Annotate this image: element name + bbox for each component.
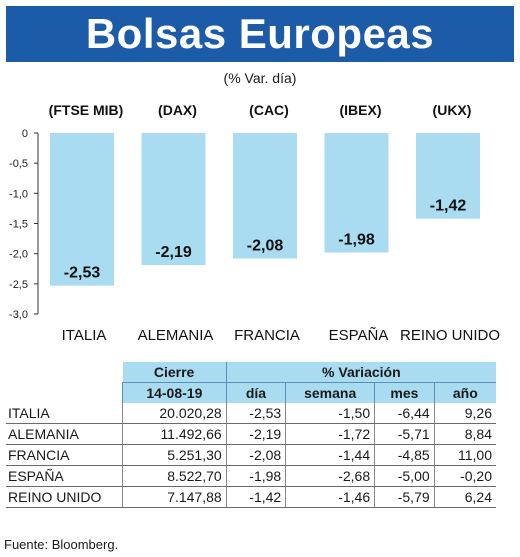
row-ano: 9,26 (433, 403, 496, 424)
index-label: (CAC) (249, 102, 289, 118)
row-semana: -1,72 (285, 423, 375, 445)
page-title: Bolsas Europeas (85, 10, 435, 57)
value-label: -2,53 (64, 265, 101, 282)
value-label: -1,98 (338, 231, 375, 248)
row-semana: -1,44 (285, 444, 375, 466)
table-row: ESPAÑA 8.522,70 -1,98 -2,68 -5,00 -0,20 (6, 465, 496, 487)
table-row: REINO UNIDO 7.147,88 -1,42 -1,46 -5,79 6… (6, 486, 496, 508)
table-corner (6, 362, 123, 383)
source-note: Fuente: Bloomberg. (4, 537, 119, 552)
row-name: FRANCIA (6, 444, 123, 466)
variacion-header: % Variación (225, 362, 496, 383)
row-cierre: 11.492,66 (122, 423, 227, 445)
row-mes: -5,00 (374, 465, 435, 487)
index-label: (IBEX) (340, 102, 382, 118)
row-dia: -1,42 (225, 486, 286, 508)
row-cierre: 5.251,30 (122, 444, 227, 466)
col-dia: día (225, 382, 286, 403)
row-ano: -0,20 (433, 465, 496, 487)
index-label: (UKX) (433, 102, 472, 118)
row-name: REINO UNIDO (6, 486, 123, 508)
closing-table: Cierre % Variación 14-08-19 día semana m… (6, 362, 496, 508)
bar (416, 133, 480, 219)
category-label: ITALIA (62, 327, 107, 344)
category-label: REINO UNIDO (400, 327, 500, 344)
row-cierre: 7.147,88 (122, 486, 227, 508)
chart-subtitle: (% Var. día) (223, 70, 297, 86)
table-corner-2 (6, 382, 123, 403)
row-cierre: 20.020,28 (122, 403, 227, 424)
bar (50, 133, 114, 286)
col-semana: semana (285, 382, 375, 403)
bar (233, 133, 297, 259)
title-banner: Bolsas Europeas (6, 6, 514, 62)
table-row: FRANCIA 5.251,30 -2,08 -1,44 -4,85 11,00 (6, 444, 496, 466)
date-header: 14-08-19 (122, 382, 227, 403)
table-row: ALEMANIA 11.492,66 -2,19 -1,72 -5,71 8,8… (6, 423, 496, 445)
row-ano: 6,24 (433, 486, 496, 508)
row-mes: -6,44 (374, 403, 435, 424)
y-tick-label: -2,5 (9, 279, 28, 291)
row-mes: -5,71 (374, 423, 435, 445)
bar (141, 133, 206, 266)
row-cierre: 8.522,70 (122, 465, 227, 487)
value-label: -2,19 (155, 244, 192, 261)
row-name: ALEMANIA (6, 423, 123, 445)
row-name: ESPAÑA (6, 465, 123, 487)
cierre-header: Cierre (122, 362, 227, 383)
index-label: (DAX) (158, 102, 197, 118)
y-tick-label: 0 (22, 128, 28, 140)
index-label: (FTSE MIB) (49, 102, 124, 118)
value-label: -2,08 (247, 237, 284, 254)
y-tick-label: -1,5 (9, 219, 28, 231)
row-ano: 8,84 (433, 423, 496, 445)
y-tick-label: -3,0 (9, 309, 28, 321)
row-mes: -5,79 (374, 486, 435, 508)
row-dia: -2,53 (225, 403, 286, 424)
row-mes: -4,85 (374, 444, 435, 466)
row-dia: -2,08 (225, 444, 286, 466)
table-row: ITALIA 20.020,28 -2,53 -1,50 -6,44 9,26 (6, 403, 496, 424)
y-tick-label: -0,5 (9, 158, 28, 170)
row-dia: -1,98 (225, 465, 286, 487)
category-label: ESPAÑA (329, 327, 389, 344)
bar (324, 133, 389, 253)
row-semana: -1,46 (285, 486, 375, 508)
row-semana: -1,50 (285, 403, 375, 424)
bar-chart: 0 -0,5 -1,0 -1,5 -2,0 -2,5 -3,0 (FTSE MIB) -2,53… (9, 102, 500, 344)
row-semana: -2,68 (285, 465, 375, 487)
value-label: -1,42 (430, 198, 467, 215)
row-name: ITALIA (6, 403, 123, 424)
col-ano: año (433, 382, 496, 403)
col-mes: mes (374, 382, 435, 403)
category-label: FRANCIA (234, 327, 300, 344)
row-dia: -2,19 (225, 423, 286, 445)
row-ano: 11,00 (433, 444, 496, 466)
y-tick-label: -1,0 (9, 188, 28, 200)
y-tick-label: -2,0 (9, 249, 28, 261)
category-label: ALEMANIA (138, 327, 214, 344)
